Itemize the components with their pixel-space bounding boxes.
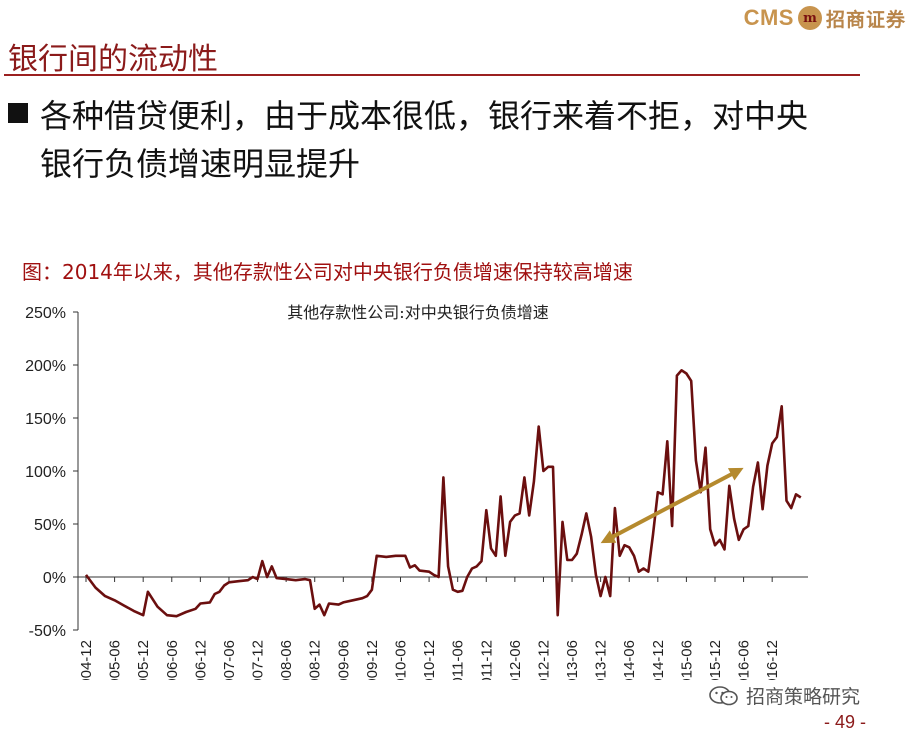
x-tick-label: 2015-06 (678, 640, 695, 680)
x-tick-label: 2009-12 (364, 640, 381, 680)
bullet-line-2: 银行负债增速明显提升 (40, 145, 361, 183)
x-tick-label: 2013-12 (593, 640, 610, 680)
x-tick-label: 2009-06 (335, 640, 352, 680)
title-divider (4, 74, 860, 76)
y-axis: -50% 0% 50% 100% 150% 200% 250% (25, 305, 79, 640)
trend-arrow-head (600, 530, 617, 544)
x-tick-label: 2011-06 (450, 640, 467, 680)
x-tick-label: 2011-12 (478, 640, 495, 680)
slide-title: 银行间的流动性 (8, 42, 218, 77)
trend-arrow-head (727, 467, 744, 481)
logo-company-name: 招商证券 (825, 8, 906, 31)
x-tick-label: 2005-12 (135, 640, 152, 680)
figure-caption: 图：2014年以来，其他存款性公司对中央银行负债增速保持较高增速 (22, 260, 633, 284)
wechat-icon (709, 685, 738, 705)
wechat-watermark: 招商策略研究 (708, 682, 860, 709)
y-tick-label: 200% (25, 358, 66, 375)
watermark-text: 招商策略研究 (746, 686, 861, 708)
x-tick-label: 2007-06 (221, 640, 238, 680)
annotation-group (600, 467, 744, 544)
x-tick-label: 2006-06 (164, 640, 181, 680)
bullet-line-1: 各种借贷便利，由于成本很低，银行来着不拒，对中央 (8, 92, 888, 140)
logo-cms-text: CMS (743, 5, 794, 30)
x-tick-label: 2013-06 (564, 640, 581, 680)
y-tick-label: 250% (25, 305, 66, 322)
x-tick-label: 2012-12 (535, 640, 552, 680)
y-tick-label: 0% (43, 570, 66, 587)
trend-arrow-shaft (608, 470, 736, 541)
bullet-line-1-text: 各种借贷便利，由于成本很低，银行来着不拒，对中央 (40, 97, 809, 135)
y-tick-label: 50% (34, 517, 66, 534)
logo-seal-icon: m (797, 6, 822, 30)
x-axis: 2004-12 2005-06 2005-12 2006-06 2006-12 2007-… (78, 576, 808, 680)
x-tick-label: 2012-06 (507, 640, 524, 680)
x-tick-label: 2004-12 (78, 640, 95, 680)
x-tick-label: 2015-12 (707, 640, 724, 680)
bullet-point: 各种借贷便利，由于成本很低，银行来着不拒，对中央 银行负债增速明显提升 (8, 92, 888, 188)
x-tick-label: 2007-12 (250, 640, 267, 680)
x-tick-label: 2006-12 (192, 640, 209, 680)
y-tick-label: 100% (25, 464, 66, 481)
x-tick-label: 2008-12 (307, 640, 324, 680)
chart-title: 其他存款性公司:对中央银行负债增速 (287, 303, 548, 322)
y-tick-label: -50% (29, 623, 66, 640)
x-tick-label: 2016-12 (764, 640, 781, 680)
bullet-square-icon (8, 103, 28, 123)
y-tick-label: 150% (25, 411, 66, 428)
page-number: - 49 - (823, 712, 866, 732)
x-tick-label: 2014-06 (621, 640, 638, 680)
x-tick-label: 2014-12 (650, 640, 667, 680)
x-tick-label: 2010-12 (421, 640, 438, 680)
x-tick-label: 2016-06 (736, 640, 753, 680)
x-tick-label: 2005-06 (107, 640, 124, 680)
line-chart: -50% 0% 50% 100% 150% 200% 250% 2004-12 2005-06… (25, 303, 808, 680)
x-tick-label: 2008-06 (278, 640, 295, 680)
x-tick-label: 2010-06 (392, 640, 409, 680)
brand-logo: CMS m 招商证券 (744, 4, 906, 32)
